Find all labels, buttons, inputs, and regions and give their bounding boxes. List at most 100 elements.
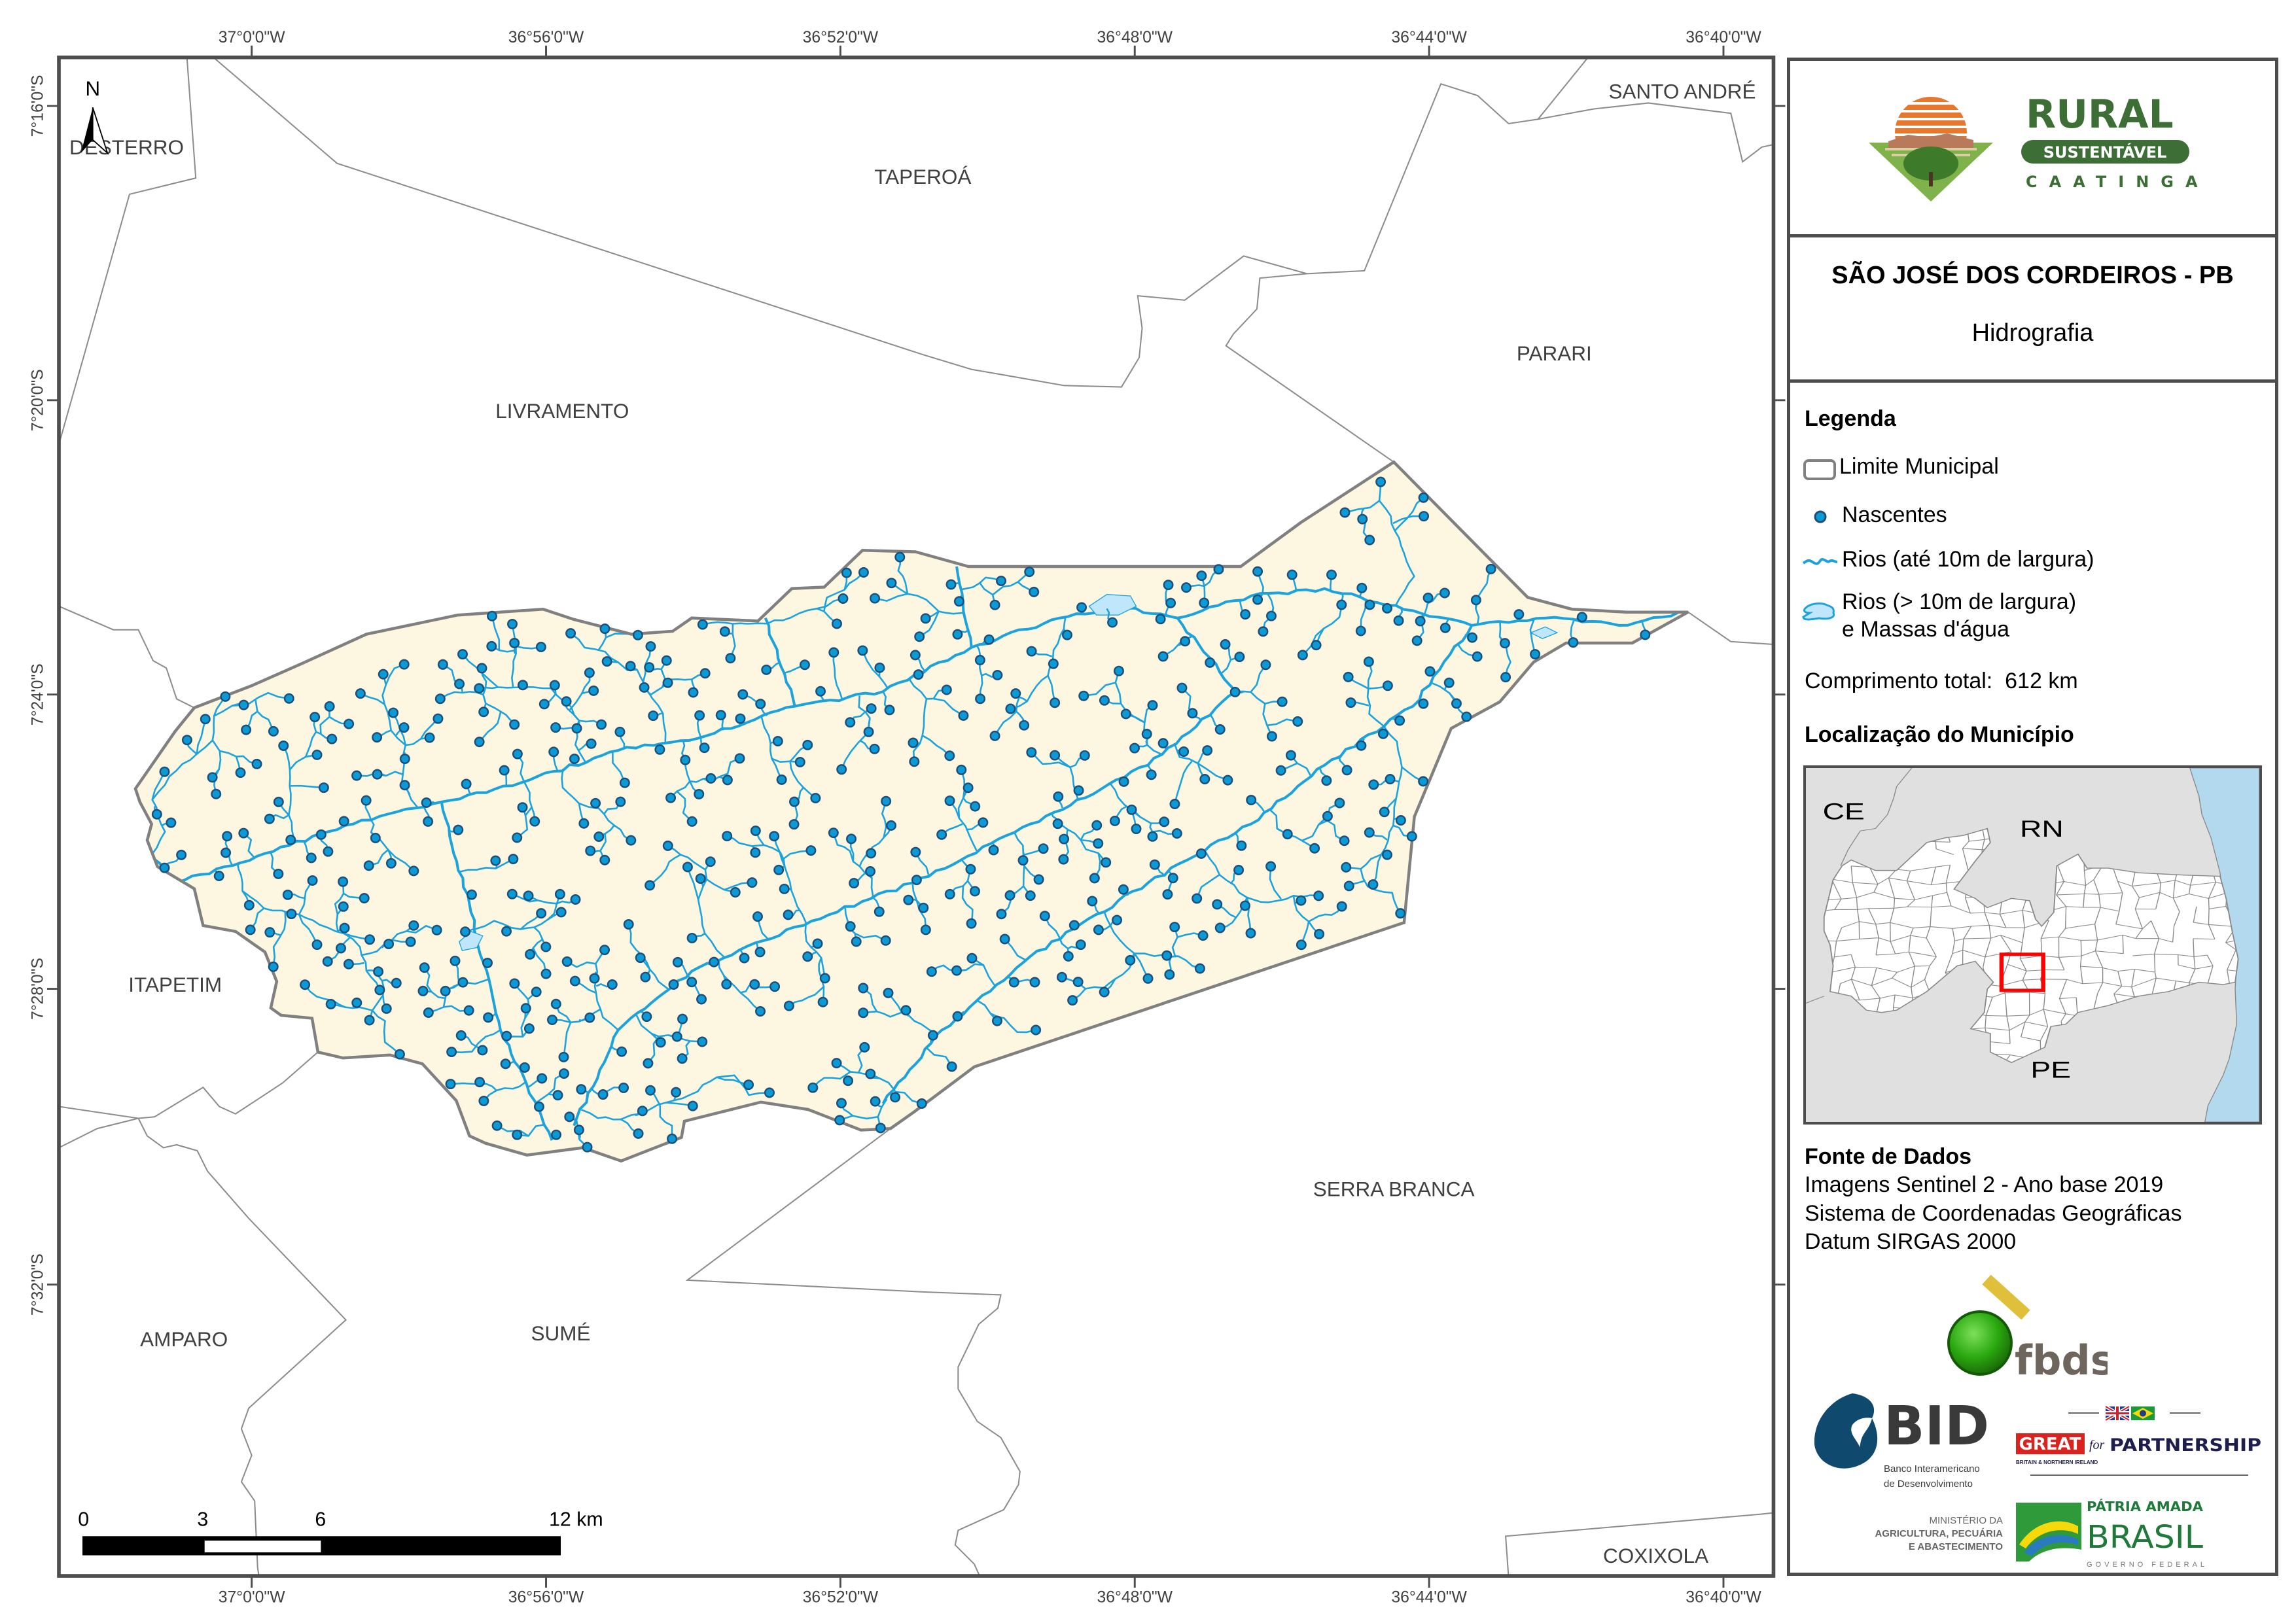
spring-point <box>722 775 733 786</box>
spring-point <box>680 754 691 765</box>
spring-point <box>908 737 919 748</box>
municipality-border <box>2022 910 2025 928</box>
spring-point <box>364 1015 375 1026</box>
spring-point <box>1169 799 1180 810</box>
municipality-border <box>2082 982 2103 985</box>
spring-point <box>1640 629 1651 640</box>
boundary-santo-andre <box>1537 57 1589 120</box>
spring-point <box>537 1073 548 1084</box>
municipality-border <box>2056 893 2085 896</box>
spring-point <box>1246 794 1257 805</box>
spring-point <box>565 628 576 639</box>
spring-point <box>776 774 787 785</box>
bid-subtitle: de Desenvolvimento <box>1884 1478 1973 1490</box>
spring-point <box>817 996 828 1007</box>
spring-point <box>858 567 869 578</box>
spring-point <box>1165 597 1176 608</box>
spring-point <box>1073 785 1084 796</box>
fbds-logo: fbds <box>1947 1274 2108 1382</box>
spring-point <box>1499 638 1510 649</box>
spring-point <box>969 886 980 897</box>
spring-point <box>499 765 510 776</box>
spring-point <box>1109 815 1120 826</box>
spring-point <box>920 924 931 935</box>
spring-point <box>1026 646 1037 657</box>
municipality-border <box>2193 922 2209 925</box>
spring-point <box>1052 818 1063 829</box>
spring-point <box>569 975 580 986</box>
spring-point <box>870 593 881 604</box>
spring-point <box>625 661 636 672</box>
boundary-desterro <box>59 57 197 445</box>
municipality-border <box>1963 926 1972 939</box>
spring-point <box>662 677 673 688</box>
municipality-border <box>2041 936 2059 939</box>
spring-point <box>1470 595 1481 606</box>
river-line <box>211 739 241 773</box>
spring-point <box>655 1037 666 1048</box>
municipality-border <box>1935 841 1937 849</box>
municipality-border <box>2058 955 2082 958</box>
spring-point <box>686 977 698 988</box>
river-line <box>665 672 705 681</box>
municipality-border <box>1895 951 1909 954</box>
spring-point <box>539 699 550 710</box>
spring-point <box>338 876 349 887</box>
river-line <box>511 623 517 688</box>
municipality-border <box>1962 949 1986 958</box>
spring-point <box>635 952 646 964</box>
river-line <box>406 924 438 934</box>
spring-point <box>423 1007 434 1018</box>
main-river-line <box>955 566 973 648</box>
municipality-border <box>2083 870 2087 886</box>
municipality-border <box>1935 864 1951 867</box>
spring-point <box>440 985 451 996</box>
spring-point <box>883 987 894 998</box>
spring-point <box>571 723 582 734</box>
river-line <box>908 678 951 757</box>
spring-point <box>1472 651 1483 662</box>
municipality-border <box>1888 877 1907 882</box>
spring-point <box>500 1058 511 1070</box>
municipality-border <box>1850 967 1856 980</box>
municipality-border <box>1876 953 1896 956</box>
spring-point <box>699 742 710 754</box>
river-line <box>832 652 843 699</box>
municipality-border <box>2113 986 2123 994</box>
spring-point <box>1363 656 1374 667</box>
spring-point <box>1050 750 1061 761</box>
spring-point <box>1004 890 1016 901</box>
spring-point <box>671 1031 682 1042</box>
spring-point <box>486 640 497 652</box>
municipality-border <box>2206 966 2214 986</box>
spring-point <box>1382 680 1393 691</box>
spring-point <box>363 860 374 871</box>
spring-point <box>536 908 547 919</box>
locator-map: CE RN PE <box>1803 765 2262 1125</box>
spring-point <box>1245 928 1256 939</box>
municipality-border <box>2079 924 2095 927</box>
spring-point <box>584 667 595 678</box>
spring-point <box>966 918 977 929</box>
spring-point <box>1355 625 1366 637</box>
spring-point <box>914 631 925 642</box>
municipality-border <box>2007 964 2027 971</box>
river-line <box>665 1076 749 1104</box>
boundary-parari <box>1225 273 1394 463</box>
river-line <box>788 986 824 1007</box>
spring-point <box>364 934 376 945</box>
scale-label: 0 <box>78 1509 89 1531</box>
municipality-border <box>1890 941 1896 954</box>
spring-point <box>863 726 874 737</box>
spring-point <box>677 1013 688 1024</box>
municipality-border <box>2009 1030 2011 1044</box>
municipality-border <box>1908 951 1915 967</box>
spring-point <box>1010 688 1021 699</box>
river-line <box>1072 978 1116 1002</box>
spring-point <box>1275 765 1286 776</box>
river-line <box>919 611 940 638</box>
spring-point <box>343 958 354 969</box>
spring-point <box>802 951 813 962</box>
spring-point <box>1195 848 1207 859</box>
spring-point <box>1125 954 1136 966</box>
